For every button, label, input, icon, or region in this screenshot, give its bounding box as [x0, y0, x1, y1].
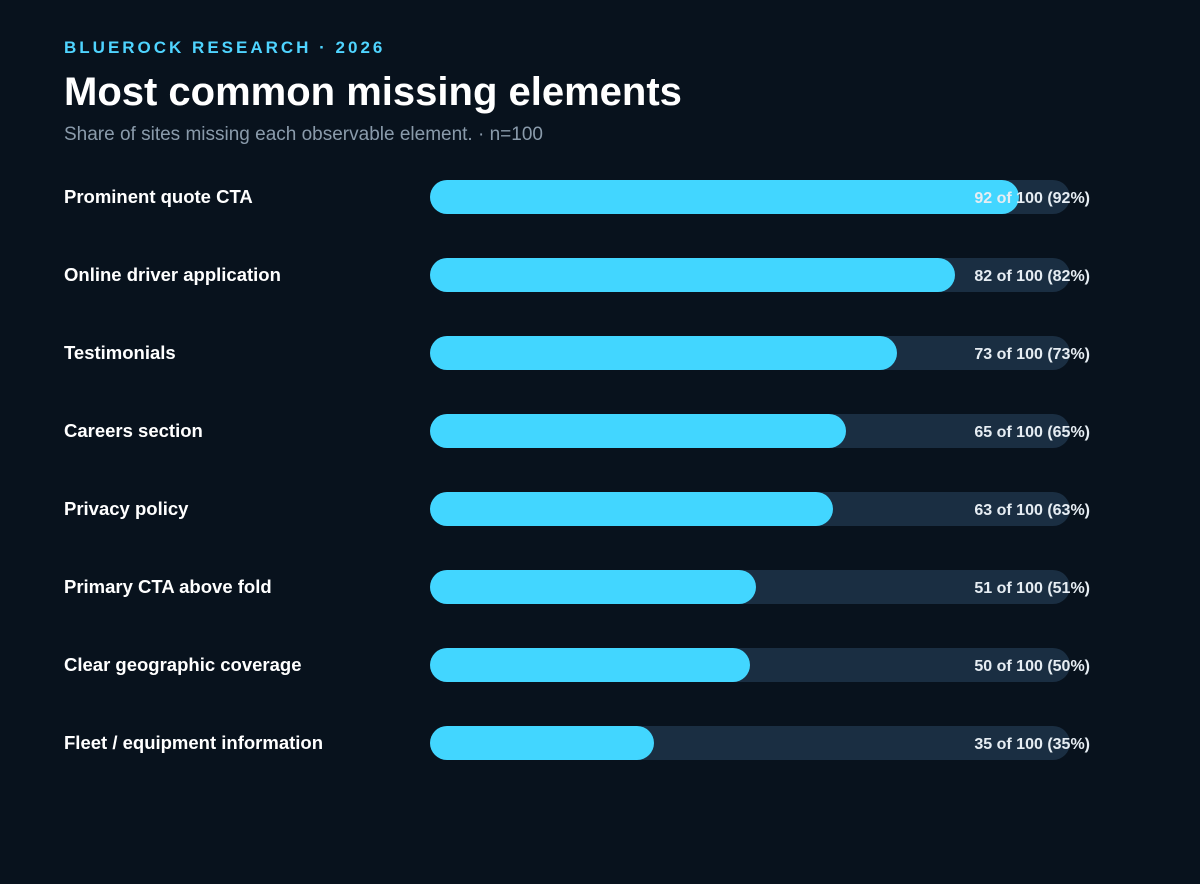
bar	[430, 258, 955, 292]
bar-value-label: 35 of 100 (35%)	[974, 736, 1090, 753]
bar	[430, 726, 654, 760]
bar-track	[430, 258, 1070, 292]
category-label: Privacy policy	[64, 498, 189, 519]
chart-title: Most common missing elements	[64, 70, 682, 114]
category-label: Online driver application	[64, 264, 281, 285]
category-label: Primary CTA above fold	[64, 576, 272, 597]
bar-track	[430, 726, 1070, 760]
bar	[430, 648, 750, 682]
bar	[430, 336, 898, 370]
category-label: Fleet / equipment information	[64, 732, 324, 753]
bar-value-label: 65 of 100 (65%)	[974, 424, 1090, 441]
bar-track	[430, 414, 1070, 448]
bar-track	[430, 180, 1070, 214]
bar-value-label: 51 of 100 (51%)	[974, 580, 1090, 597]
bar-track	[430, 336, 1070, 370]
category-label: Careers section	[64, 420, 203, 441]
bar	[430, 492, 834, 526]
chart-subtitle: Share of sites missing each observable e…	[64, 124, 543, 145]
bar	[430, 414, 846, 448]
category-label: Prominent quote CTA	[64, 186, 253, 207]
bar-track	[430, 570, 1070, 604]
bar-value-label: 63 of 100 (63%)	[974, 502, 1090, 519]
bar-value-label: 82 of 100 (82%)	[974, 268, 1090, 285]
bar-value-label: 73 of 100 (73%)	[974, 346, 1090, 363]
bar-track	[430, 492, 1070, 526]
category-label: Testimonials	[64, 342, 176, 363]
bar	[430, 180, 1019, 214]
category-label: Clear geographic coverage	[64, 654, 302, 675]
bar	[430, 570, 757, 604]
bar-track	[430, 648, 1070, 682]
bar-value-label: 50 of 100 (50%)	[974, 658, 1090, 675]
bar-value-label: 92 of 100 (92%)	[974, 190, 1090, 207]
kicker: BLUEROCK RESEARCH · 2026	[64, 38, 386, 57]
